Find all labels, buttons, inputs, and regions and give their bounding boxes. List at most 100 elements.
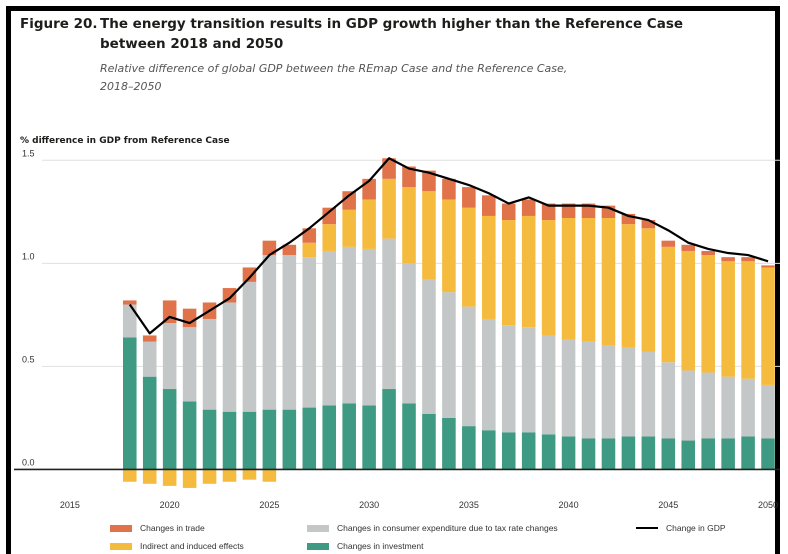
x-tick-label: 2025 xyxy=(259,500,279,510)
bar-consumer xyxy=(342,246,356,404)
bar-consumer xyxy=(302,257,317,408)
bar-investment xyxy=(342,403,356,470)
bar-trade xyxy=(222,288,237,303)
bar-trade xyxy=(541,203,556,221)
bar-indirect xyxy=(442,199,456,293)
legend-item-investment: Changes in investment xyxy=(307,541,423,551)
bar-trade xyxy=(182,308,197,328)
bar-indirect xyxy=(402,187,416,264)
bar-trade xyxy=(482,195,496,216)
bar-trade xyxy=(621,213,636,225)
bar-trade xyxy=(761,265,775,268)
bar-investment xyxy=(122,337,137,470)
bar-investment xyxy=(661,438,676,470)
figure-title-line2: between 2018 and 2050 xyxy=(100,36,284,52)
bar-investment xyxy=(242,411,257,470)
figure-subtitle: Relative difference of global GDP betwee… xyxy=(100,60,700,96)
bar-indirect xyxy=(661,246,676,363)
bar-trade xyxy=(561,203,576,218)
bar-trade xyxy=(501,203,516,221)
bar-trade xyxy=(721,257,735,262)
bar-indirect xyxy=(501,220,516,326)
bar-trade xyxy=(122,300,137,305)
bar-investment xyxy=(442,417,456,470)
bar-indirect xyxy=(482,215,496,319)
bar-investment xyxy=(601,438,616,470)
bar-indirect xyxy=(262,469,277,482)
legend-label-gdp: Change in GDP xyxy=(666,523,726,533)
bar-investment xyxy=(581,438,596,470)
bar-consumer xyxy=(402,263,416,404)
bar-indirect xyxy=(362,199,376,249)
bar-consumer xyxy=(362,248,376,406)
bar-investment xyxy=(362,405,376,470)
bar-investment xyxy=(162,389,177,470)
bar-indirect xyxy=(521,215,536,328)
bar-consumer xyxy=(561,339,576,437)
bar-trade xyxy=(262,240,277,256)
bar-indirect xyxy=(382,178,396,239)
bar-trade xyxy=(242,267,257,282)
figure-subtitle-line1: Relative difference of global GDP betwee… xyxy=(100,62,568,75)
legend-label-consumer: Changes in consumer expenditure due to t… xyxy=(337,523,558,533)
bar-indirect xyxy=(222,469,237,482)
bar-investment xyxy=(701,438,715,470)
bar-indirect xyxy=(182,469,197,488)
bar-investment xyxy=(721,438,735,470)
bar-trade xyxy=(641,220,656,229)
bar-indirect xyxy=(541,220,556,336)
bar-investment xyxy=(422,413,436,470)
legend-swatch-trade xyxy=(110,524,132,532)
bar-consumer xyxy=(601,345,616,439)
bar-trade xyxy=(402,166,416,188)
bar-investment xyxy=(741,436,755,470)
bar-consumer xyxy=(482,318,496,431)
bar-indirect xyxy=(761,267,775,385)
bar-investment xyxy=(681,440,696,470)
y-tick-label: 1.0 xyxy=(22,251,35,261)
legend-label-trade: Changes in trade xyxy=(140,523,205,533)
bar-indirect xyxy=(721,261,735,377)
bar-investment xyxy=(541,434,556,470)
bar-consumer xyxy=(322,250,337,406)
bar-consumer xyxy=(182,327,197,402)
bar-consumer xyxy=(641,351,656,437)
bar-trade xyxy=(282,244,297,256)
gdp-line xyxy=(128,157,769,335)
bar-indirect xyxy=(701,255,715,373)
bar-consumer xyxy=(162,323,177,390)
bar-investment xyxy=(302,407,317,470)
bar-consumer xyxy=(541,335,556,435)
bar-investment xyxy=(142,376,157,470)
bar-investment xyxy=(282,409,297,470)
bar-investment xyxy=(621,436,636,470)
bar-trade xyxy=(581,203,596,218)
bar-trade xyxy=(422,170,436,192)
figure-title-line1: The energy transition results in GDP gro… xyxy=(100,16,684,32)
bar-indirect xyxy=(581,218,596,342)
bar-indirect xyxy=(641,228,656,352)
legend-swatch-indirect xyxy=(110,542,132,550)
bar-investment xyxy=(322,405,337,470)
bar-indirect xyxy=(561,218,576,340)
bar-investment xyxy=(521,432,536,470)
bar-investment xyxy=(262,409,277,470)
bar-consumer xyxy=(422,279,436,414)
legend-item-consumer: Changes in consumer expenditure due to t… xyxy=(307,523,558,533)
bar-trade xyxy=(142,335,157,342)
legend-item-gdp: Change in GDP xyxy=(636,523,726,533)
legend-swatch-investment xyxy=(307,542,329,550)
bar-indirect xyxy=(681,250,696,371)
bar-investment xyxy=(182,401,197,470)
bar-indirect xyxy=(142,469,157,484)
bar-trade xyxy=(322,207,337,225)
y-tick-label: 1.5 xyxy=(22,148,35,158)
bar-trade xyxy=(741,257,755,262)
bar-investment xyxy=(382,389,396,470)
bar-consumer xyxy=(382,238,396,390)
y-tick-label: 0.0 xyxy=(22,457,35,467)
x-tick-label: 2045 xyxy=(658,500,678,510)
bar-consumer xyxy=(122,304,137,338)
bar-investment xyxy=(641,436,656,470)
x-tick-label: 2040 xyxy=(559,500,579,510)
